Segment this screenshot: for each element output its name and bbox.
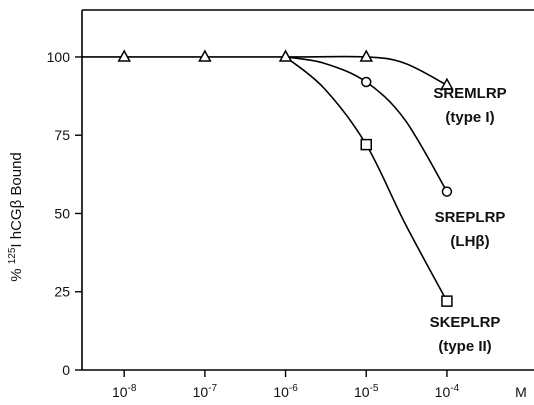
y-axis-label: % 125I hCGβ Bound xyxy=(7,152,25,282)
series-label-sreplrp: SREPLRP xyxy=(435,209,506,226)
x-axis-ticks: 10-8 10-7 10-6 10-5 10-4 xyxy=(112,370,460,400)
x-tick-label: 10-4 xyxy=(435,383,460,400)
data-point-sremlrp xyxy=(278,49,293,62)
x-tick-label: 10-7 xyxy=(193,383,218,400)
series-labels: SREMLRP (type I) SREPLRP (LHβ) SKEPLRP (type … xyxy=(430,85,507,355)
series-label-sreplrp: (LHβ) xyxy=(450,233,489,250)
data-point-skeplrp xyxy=(360,138,372,151)
y-tick-label: 75 xyxy=(54,127,70,143)
y-tick-label: 50 xyxy=(54,205,70,221)
series-line-skeplrp xyxy=(285,56,448,302)
x-tick-label: 10-5 xyxy=(354,383,379,400)
data-point-sremlrp xyxy=(359,49,374,62)
data-point-skeplrp xyxy=(441,295,453,307)
data-point-sreplrp xyxy=(441,186,453,197)
y-tick-label: 25 xyxy=(54,284,70,300)
y-tick-label: 0 xyxy=(62,362,70,378)
data-point-sreplrp xyxy=(360,76,372,88)
series-label-skeplrp: (type II) xyxy=(438,338,491,355)
data-point-sremlrp xyxy=(440,77,454,90)
series-curves xyxy=(82,55,448,302)
series-label-skeplrp: SKEPLRP xyxy=(430,314,501,331)
data-point-sremlrp xyxy=(117,49,131,62)
series-label-sremlrp: SREMLRP xyxy=(433,85,506,102)
data-point-sremlrp xyxy=(198,49,212,62)
series-markers xyxy=(117,49,454,307)
y-tick-label: 100 xyxy=(47,49,71,65)
x-tick-label: 10-8 xyxy=(112,383,137,400)
y-axis-ticks: 0 25 50 75 100 xyxy=(47,49,82,378)
x-axis-unit: M xyxy=(515,384,527,400)
series-line-sremlrp xyxy=(82,55,448,86)
x-tick-label: 10-6 xyxy=(273,383,298,400)
plot-frame xyxy=(81,9,534,371)
series-label-sremlrp: (type I) xyxy=(445,109,494,126)
